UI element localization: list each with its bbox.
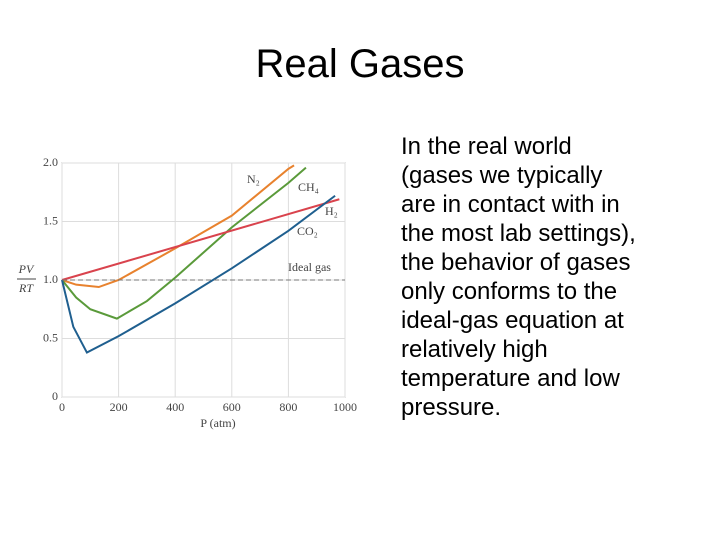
x-tick-label: 800	[279, 400, 297, 414]
slide-body: In the real world (gases we typically are …	[401, 132, 636, 422]
y-tick-label: 2.0	[43, 155, 58, 169]
y-tick-label: 0	[52, 389, 58, 403]
x-tick-label: 600	[223, 400, 241, 414]
body-line: the most lab settings),	[401, 220, 636, 247]
x-tick-label: 1000	[333, 400, 357, 414]
body-line: In the real world	[401, 133, 572, 160]
series-line	[61, 194, 336, 354]
x-tick-label: 400	[166, 400, 184, 414]
y-tick-label: 0.5	[43, 330, 58, 344]
series-line	[61, 198, 340, 281]
y-label-bottom: RT	[18, 281, 34, 295]
slide-title: Real Gases	[255, 42, 465, 86]
body-line: the behavior of gases	[401, 249, 631, 276]
body-line: are in contact with in	[401, 191, 620, 218]
body-line: relatively high	[401, 336, 548, 363]
chart: PV RT P (atm) 0 0.5 1.0 1.5 2.0 0 200 400 600 800…	[17, 155, 357, 430]
series-label: Ideal gas	[288, 260, 331, 274]
x-axis-label: P (atm)	[200, 416, 235, 430]
body-line: (gases we typically	[401, 162, 603, 189]
body-line: pressure.	[401, 394, 502, 421]
series-line	[61, 164, 295, 289]
series-label: CH₄	[298, 180, 319, 194]
y-label-top: PV	[18, 262, 35, 276]
series-line	[61, 166, 307, 320]
body-line: only conforms to the	[401, 278, 618, 305]
y-tick-label: 1.5	[43, 213, 58, 227]
body-line: ideal-gas equation at	[401, 307, 624, 334]
series-label: CO₂	[297, 224, 318, 238]
series-label: H₂	[325, 204, 338, 218]
x-tick-label: 200	[110, 400, 128, 414]
y-tick-label: 1.0	[43, 272, 58, 286]
series-label: N₂	[247, 172, 260, 186]
body-line: temperature and low	[401, 365, 620, 392]
x-tick-label: 0	[59, 400, 65, 414]
